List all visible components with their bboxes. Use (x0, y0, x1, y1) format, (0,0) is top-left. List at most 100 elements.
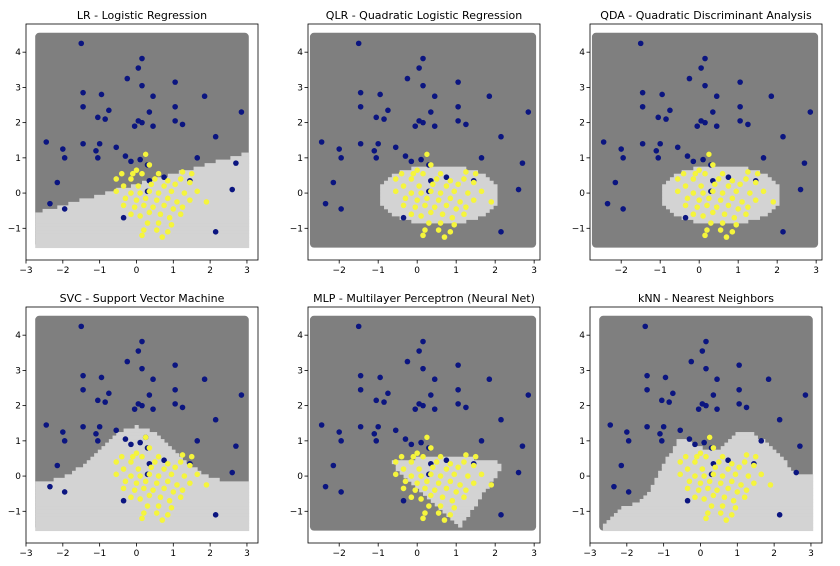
data-point-class1 (416, 183, 422, 189)
data-point-class1 (723, 234, 730, 240)
data-point-class1 (428, 471, 434, 478)
data-point-class0 (498, 512, 504, 518)
data-point-class0 (659, 91, 665, 98)
data-point-class0 (699, 348, 706, 354)
data-point-class1 (443, 183, 450, 189)
y-tick-label: −1 (8, 224, 21, 234)
region-class1-cell (735, 432, 755, 436)
data-point-class0 (355, 40, 362, 47)
data-point-class0 (455, 118, 461, 124)
data-point-class0 (743, 404, 750, 411)
data-point-class1 (146, 445, 153, 451)
data-point-class1 (701, 496, 707, 502)
data-point-class0 (758, 438, 765, 444)
data-point-class0 (172, 118, 178, 124)
data-point-class0 (695, 406, 702, 412)
data-point-class1 (449, 214, 456, 221)
data-point-class1 (144, 503, 151, 509)
data-point-class1 (731, 214, 738, 221)
data-point-class0 (682, 214, 689, 221)
x-tick-label: 0 (696, 266, 702, 276)
data-point-class0 (128, 441, 134, 448)
data-point-class0 (420, 119, 426, 126)
data-point-class1 (682, 453, 689, 460)
data-point-class0 (624, 429, 630, 435)
data-point-class1 (424, 434, 430, 441)
data-point-class0 (725, 457, 731, 464)
data-point-class1 (410, 453, 417, 460)
y-tick-label: 0 (15, 189, 21, 199)
data-point-class1 (142, 434, 149, 441)
data-point-class0 (385, 390, 391, 397)
region-class1-cell (720, 446, 773, 451)
data-point-class0 (639, 103, 646, 110)
data-point-class1 (428, 492, 434, 499)
data-point-class1 (728, 478, 735, 485)
y-tick-label: 2 (579, 119, 585, 129)
data-point-class1 (122, 478, 129, 485)
data-point-class0 (686, 436, 693, 442)
data-point-class1 (463, 487, 469, 493)
x-tick-label: 2 (207, 266, 213, 276)
region-class1-cell (35, 237, 250, 242)
data-point-class0 (93, 431, 99, 437)
data-point-class1 (706, 195, 712, 202)
data-point-class0 (703, 402, 709, 409)
data-point-class0 (357, 386, 364, 393)
data-point-class0 (120, 214, 127, 221)
scatter-points (318, 323, 532, 523)
region-class1-cell (387, 208, 490, 213)
data-point-class0 (684, 153, 691, 159)
data-point-class0 (381, 116, 387, 122)
data-point-class0 (194, 438, 201, 444)
data-point-class1 (424, 478, 430, 485)
data-point-class1 (188, 170, 195, 177)
data-point-class0 (702, 82, 708, 89)
y-tick-label: 0 (579, 472, 585, 482)
data-point-class1 (717, 227, 724, 233)
data-point-class0 (98, 374, 105, 381)
data-point-class0 (694, 123, 701, 129)
data-point-class1 (410, 170, 417, 177)
data-point-class0 (443, 174, 450, 181)
region-class1-cell (112, 435, 161, 440)
data-point-class1 (770, 199, 777, 205)
data-point-class0 (150, 376, 156, 383)
region-class1-cell (380, 187, 498, 192)
data-point-class0 (98, 91, 105, 98)
data-point-class1 (159, 517, 166, 523)
data-point-class1 (174, 199, 180, 205)
data-point-class1 (120, 485, 127, 492)
data-point-class0 (663, 116, 669, 122)
region-class1-cell (681, 215, 761, 220)
data-point-class0 (229, 469, 236, 476)
data-point-class1 (443, 466, 450, 472)
data-point-class1 (710, 188, 716, 195)
data-point-class1 (141, 510, 147, 516)
data-point-class0 (702, 55, 708, 62)
data-point-class0 (659, 438, 665, 444)
region-class1-cell (35, 523, 250, 528)
data-point-class1 (139, 453, 145, 460)
data-point-class1 (472, 170, 479, 177)
data-point-class1 (155, 453, 162, 460)
x-tick-label: −3 (583, 549, 596, 559)
data-point-class1 (729, 177, 736, 184)
data-point-class0 (95, 155, 101, 161)
data-point-class1 (168, 221, 175, 228)
data-point-class0 (131, 123, 138, 129)
data-point-class1 (129, 453, 136, 460)
data-point-class1 (150, 487, 156, 493)
data-point-class0 (95, 438, 101, 444)
data-point-class1 (741, 494, 748, 501)
data-point-class1 (682, 202, 689, 209)
data-point-class0 (768, 93, 775, 100)
data-point-class1 (157, 211, 164, 218)
data-point-class1 (690, 176, 697, 182)
y-tick-label: 2 (15, 119, 21, 129)
data-point-class0 (330, 179, 337, 186)
y-tick-label: 1 (579, 437, 585, 447)
data-point-class0 (400, 214, 407, 221)
axes-frame (589, 23, 823, 261)
data-point-class0 (431, 123, 438, 129)
